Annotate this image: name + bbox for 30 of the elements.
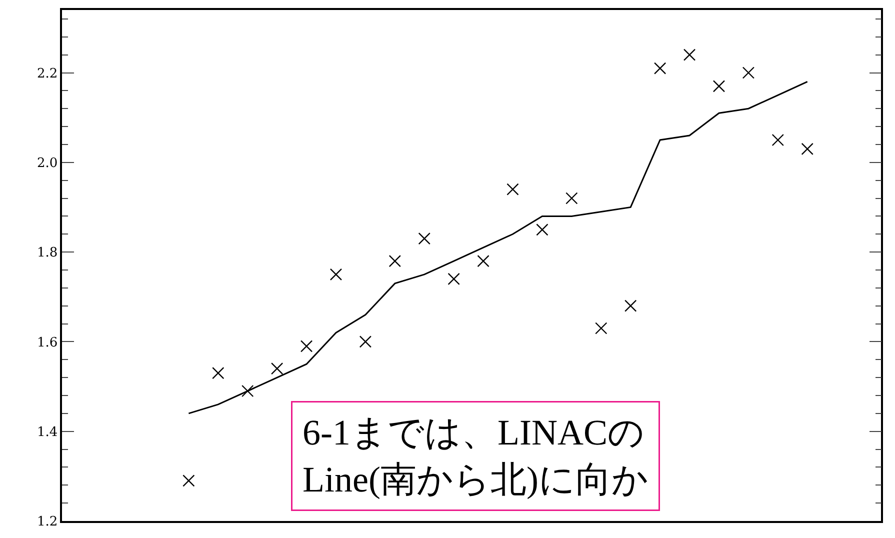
point <box>448 272 460 286</box>
point <box>506 183 519 196</box>
point <box>300 340 313 352</box>
point <box>212 366 224 380</box>
point <box>624 300 637 312</box>
y-tick-label: 1.2 <box>36 514 58 530</box>
point <box>477 254 490 268</box>
point <box>388 254 401 268</box>
point <box>772 134 784 146</box>
point <box>330 268 342 281</box>
y-tick-label: 1.4 <box>36 424 58 440</box>
point <box>242 384 254 398</box>
point <box>359 336 372 348</box>
annotation: 6-1までは、LINACの Line(南から北)に向か <box>302 412 648 500</box>
point <box>566 192 578 204</box>
point <box>182 474 195 487</box>
y-tick-label: 1.6 <box>36 335 58 350</box>
point <box>595 322 608 334</box>
point <box>712 80 726 92</box>
point <box>654 62 666 74</box>
line-series <box>188 80 808 414</box>
point <box>270 362 284 375</box>
point <box>418 232 430 245</box>
point <box>683 48 696 61</box>
y-tick-label: 1.8 <box>36 246 58 261</box>
y-tick-label: 2.0 <box>36 156 58 171</box>
point <box>536 224 548 236</box>
y-tick-label: 2.2 <box>36 66 58 82</box>
point <box>801 142 814 156</box>
point <box>742 66 755 79</box>
